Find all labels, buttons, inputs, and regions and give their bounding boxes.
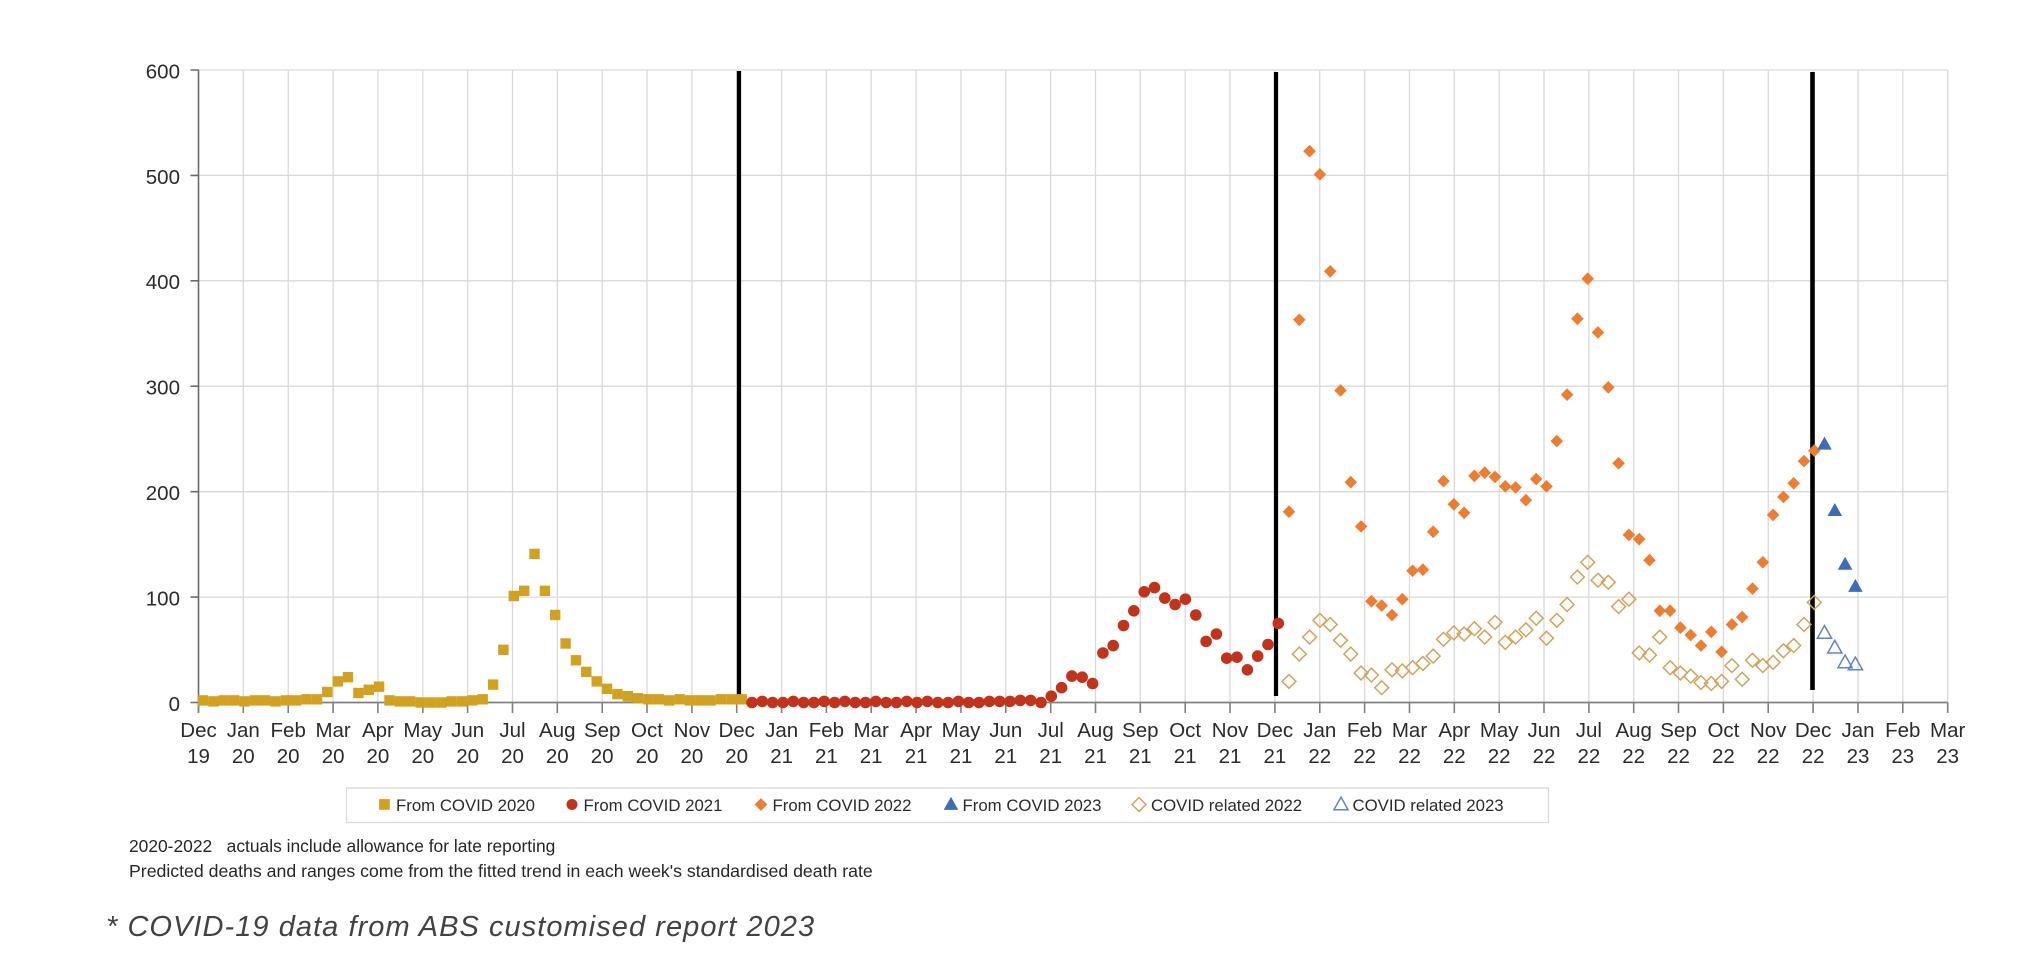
- svg-text:Aug: Aug: [1077, 719, 1113, 742]
- svg-text:21: 21: [815, 745, 838, 768]
- svg-text:23: 23: [1936, 745, 1959, 768]
- svg-text:COVID related 2023: COVID related 2023: [1353, 796, 1504, 815]
- svg-text:Dec: Dec: [718, 719, 754, 742]
- svg-text:19: 19: [187, 745, 210, 768]
- svg-text:Feb: Feb: [1885, 719, 1920, 742]
- svg-text:22: 22: [1488, 745, 1511, 768]
- svg-text:Aug: Aug: [539, 719, 575, 742]
- svg-text:Nov: Nov: [674, 719, 711, 742]
- svg-text:20: 20: [277, 745, 300, 768]
- svg-text:Jul: Jul: [1038, 719, 1064, 742]
- svg-text:Feb: Feb: [1347, 719, 1382, 742]
- svg-text:20: 20: [456, 745, 479, 768]
- svg-text:Oct: Oct: [631, 719, 663, 742]
- svg-text:* COVID-19 data from ABS custo: * COVID-19 data from ABS customised repo…: [106, 911, 815, 943]
- svg-text:Dec: Dec: [180, 719, 216, 742]
- svg-text:COVID related 2022: COVID related 2022: [1151, 796, 1302, 815]
- svg-text:Jan: Jan: [765, 719, 798, 742]
- svg-text:100: 100: [146, 588, 180, 611]
- svg-text:Oct: Oct: [1169, 719, 1201, 742]
- svg-text:600: 600: [146, 60, 180, 83]
- svg-text:20: 20: [725, 745, 748, 768]
- svg-text:22: 22: [1757, 745, 1780, 768]
- svg-text:500: 500: [146, 166, 180, 189]
- svg-text:22: 22: [1443, 745, 1466, 768]
- svg-text:21: 21: [994, 745, 1017, 768]
- svg-text:20: 20: [680, 745, 703, 768]
- svg-text:May: May: [1480, 719, 1519, 742]
- svg-text:20: 20: [366, 745, 389, 768]
- svg-text:Jun: Jun: [1527, 719, 1560, 742]
- svg-text:Mar: Mar: [854, 719, 889, 742]
- svg-text:May: May: [942, 719, 981, 742]
- svg-text:Mar: Mar: [315, 719, 350, 742]
- svg-text:Jul: Jul: [1576, 719, 1602, 742]
- svg-text:23: 23: [1847, 745, 1870, 768]
- svg-text:Sep: Sep: [1660, 719, 1696, 742]
- svg-text:Apr: Apr: [362, 719, 394, 742]
- svg-text:21: 21: [770, 745, 793, 768]
- svg-text:From COVID 2020: From COVID 2020: [396, 796, 535, 815]
- svg-text:From COVID 2023: From COVID 2023: [963, 796, 1102, 815]
- svg-text:0: 0: [169, 693, 180, 716]
- svg-text:Mar: Mar: [1392, 719, 1427, 742]
- svg-text:22: 22: [1353, 745, 1376, 768]
- svg-text:21: 21: [1174, 745, 1197, 768]
- svg-text:From COVID 2021: From COVID 2021: [584, 796, 723, 815]
- svg-text:20: 20: [322, 745, 345, 768]
- svg-text:2020-2022 actuals include al: 2020-2022 actuals include allowance for …: [129, 836, 555, 856]
- svg-text:20: 20: [411, 745, 434, 768]
- svg-text:21: 21: [860, 745, 883, 768]
- svg-text:May: May: [403, 719, 442, 742]
- svg-text:Apr: Apr: [900, 719, 932, 742]
- svg-text:22: 22: [1667, 745, 1690, 768]
- svg-text:22: 22: [1308, 745, 1331, 768]
- svg-text:Feb: Feb: [809, 719, 844, 742]
- svg-text:200: 200: [146, 482, 180, 505]
- svg-text:21: 21: [1084, 745, 1107, 768]
- svg-text:Mar: Mar: [1930, 719, 1965, 742]
- svg-text:Jun: Jun: [989, 719, 1022, 742]
- svg-text:20: 20: [232, 745, 255, 768]
- svg-text:20: 20: [591, 745, 614, 768]
- svg-text:Jan: Jan: [227, 719, 260, 742]
- svg-text:Sep: Sep: [1122, 719, 1158, 742]
- svg-text:23: 23: [1891, 745, 1914, 768]
- svg-text:Feb: Feb: [271, 719, 306, 742]
- svg-text:300: 300: [146, 377, 180, 400]
- svg-text:Jan: Jan: [1841, 719, 1874, 742]
- svg-text:Predicted deaths and ranges co: Predicted deaths and ranges come from th…: [129, 861, 873, 881]
- svg-text:Jun: Jun: [451, 719, 484, 742]
- svg-text:20: 20: [546, 745, 569, 768]
- svg-text:22: 22: [1577, 745, 1600, 768]
- svg-text:Nov: Nov: [1750, 719, 1787, 742]
- svg-text:Oct: Oct: [1707, 719, 1739, 742]
- svg-text:21: 21: [950, 745, 973, 768]
- svg-text:22: 22: [1622, 745, 1645, 768]
- svg-text:22: 22: [1533, 745, 1556, 768]
- svg-text:22: 22: [1398, 745, 1421, 768]
- svg-text:Aug: Aug: [1615, 719, 1651, 742]
- svg-text:21: 21: [1039, 745, 1062, 768]
- svg-text:400: 400: [146, 271, 180, 294]
- svg-text:Jan: Jan: [1303, 719, 1336, 742]
- svg-text:Dec: Dec: [1257, 719, 1293, 742]
- svg-text:20: 20: [636, 745, 659, 768]
- svg-text:22: 22: [1802, 745, 1825, 768]
- svg-text:21: 21: [1129, 745, 1152, 768]
- svg-text:From COVID 2022: From COVID 2022: [773, 796, 912, 815]
- svg-text:Jul: Jul: [499, 719, 525, 742]
- svg-text:Sep: Sep: [584, 719, 620, 742]
- svg-text:22: 22: [1712, 745, 1735, 768]
- svg-text:Dec: Dec: [1795, 719, 1831, 742]
- svg-text:21: 21: [905, 745, 928, 768]
- svg-text:21: 21: [1263, 745, 1286, 768]
- svg-text:21: 21: [1219, 745, 1242, 768]
- svg-text:Nov: Nov: [1212, 719, 1249, 742]
- svg-text:Apr: Apr: [1438, 719, 1470, 742]
- svg-text:20: 20: [501, 745, 524, 768]
